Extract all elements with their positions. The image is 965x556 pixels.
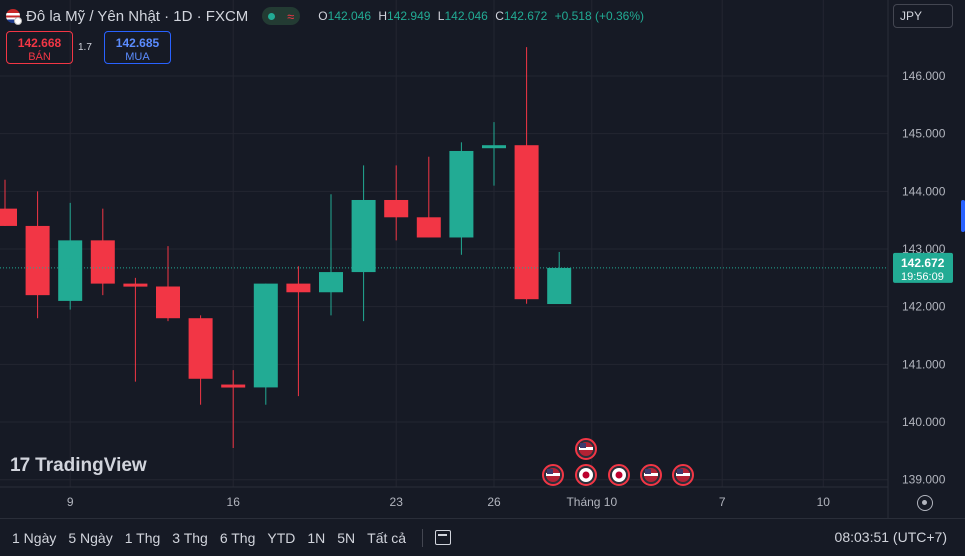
bottom-toolbar: 1 Ngày 5 Ngày 1 Thg 3 Thg 6 Thg YTD 1N 5… [0,518,965,556]
candle-body [123,283,148,287]
sell-price: 142.668 [17,36,62,50]
candle-body [221,384,246,388]
timezone-clock[interactable]: 08:03:51 (UTC+7) [834,529,947,545]
change-value: +0.518 (+0.36%) [554,9,645,23]
go-to-date-calendar-icon[interactable] [435,530,452,545]
us-flag-icon[interactable] [640,464,662,486]
sell-button[interactable]: 142.668 BÁN [6,31,73,64]
buy-button[interactable]: 142.685 MUA [104,31,171,64]
range-button[interactable]: 1 Ngày [12,529,57,546]
market-open-dot-icon [268,12,276,20]
price-tick-label: 145.000 [902,127,946,141]
price-tick-label: 139.000 [902,473,946,487]
chart-header: Đô la Mỹ / Yên Nhật · 1D · FXCM ≈ O142.0… [6,6,644,26]
tradingview-logo-icon: 17 [10,455,30,476]
candle-body [253,283,278,388]
candle-body [188,318,213,379]
tradingview-logo-text: TradingView [35,455,147,476]
candle-body [286,283,311,293]
candle-body [156,286,180,319]
tradingview-logo[interactable]: 17 TradingView [10,455,147,477]
ohlc-values: O142.046 H142.949 L142.046 C142.672 +0.5… [318,9,645,23]
range-button[interactable]: YTD [267,529,296,546]
sell-label: BÁN [28,51,51,63]
range-button[interactable]: 1N [307,529,326,546]
range-button[interactable]: Tất cả [367,529,407,546]
toolbar-divider [422,528,424,547]
last-price-countdown: 19:56:09 [901,271,944,283]
price-tick-label: 141.000 [902,357,946,371]
candle-body [384,199,409,218]
price-tick-label: 140.000 [902,415,946,429]
last-price-badge [893,252,953,283]
last-price-value: 142.672 [901,256,945,270]
currency-button[interactable]: JPY [893,4,953,28]
candle-body [351,199,376,273]
low-value: 142.046 [444,9,488,23]
time-tick-label: 26 [487,495,501,509]
time-tick-label: 7 [719,495,726,509]
range-button[interactable]: 5N [337,529,356,546]
side-panel-handle[interactable] [961,200,965,232]
buy-label: MUA [125,51,150,63]
candle-body [547,267,572,305]
buy-price: 142.685 [115,36,160,50]
axis-settings-icon[interactable] [917,495,933,511]
range-button[interactable]: 1 Thg [124,529,161,546]
range-button[interactable]: 5 Ngày [68,529,113,546]
spread-value: 1.7 [78,42,92,53]
japan-flag-icon[interactable] [575,464,597,486]
candle-body [416,217,441,238]
us-flag-icon[interactable] [542,464,564,486]
japan-flag-icon[interactable] [608,464,630,486]
high-value: 142.949 [387,9,431,23]
candle-body [90,240,115,284]
usd-jpy-flag-icon [6,9,22,25]
range-button[interactable]: 6 Thg [219,529,256,546]
candle-body [25,225,50,296]
candle-body [482,145,506,149]
delay-wave-icon: ≈ [287,8,295,24]
candle-body [514,145,539,300]
time-tick-label: 16 [227,495,241,509]
range-button[interactable]: 3 Thg [172,529,208,546]
market-status-badge[interactable]: ≈ [262,7,301,25]
symbol-title[interactable]: Đô la Mỹ / Yên Nhật · 1D · FXCM [26,7,249,25]
candle-body [319,272,343,293]
time-tick-label: 9 [67,495,74,509]
close-value: 142.672 [503,9,548,23]
open-value: 142.046 [327,9,372,23]
price-tick-label: 144.000 [902,184,946,198]
price-chart[interactable]: 146.000 145.000 144.000 143.000 142.000 141.0… [0,0,965,518]
price-tick-label: 142.000 [902,300,946,314]
candle-body [58,240,83,301]
price-tick-label: 146.000 [902,69,946,83]
price-tick-label: 143.000 [902,242,946,256]
candle-body [449,150,474,238]
us-flag-icon[interactable] [672,464,694,486]
candle-body [0,208,17,226]
time-tick-label: 23 [390,495,404,509]
time-tick-label: Tháng 10 [566,495,617,509]
us-flag-icon[interactable] [575,438,597,460]
time-tick-label: 10 [817,495,831,509]
